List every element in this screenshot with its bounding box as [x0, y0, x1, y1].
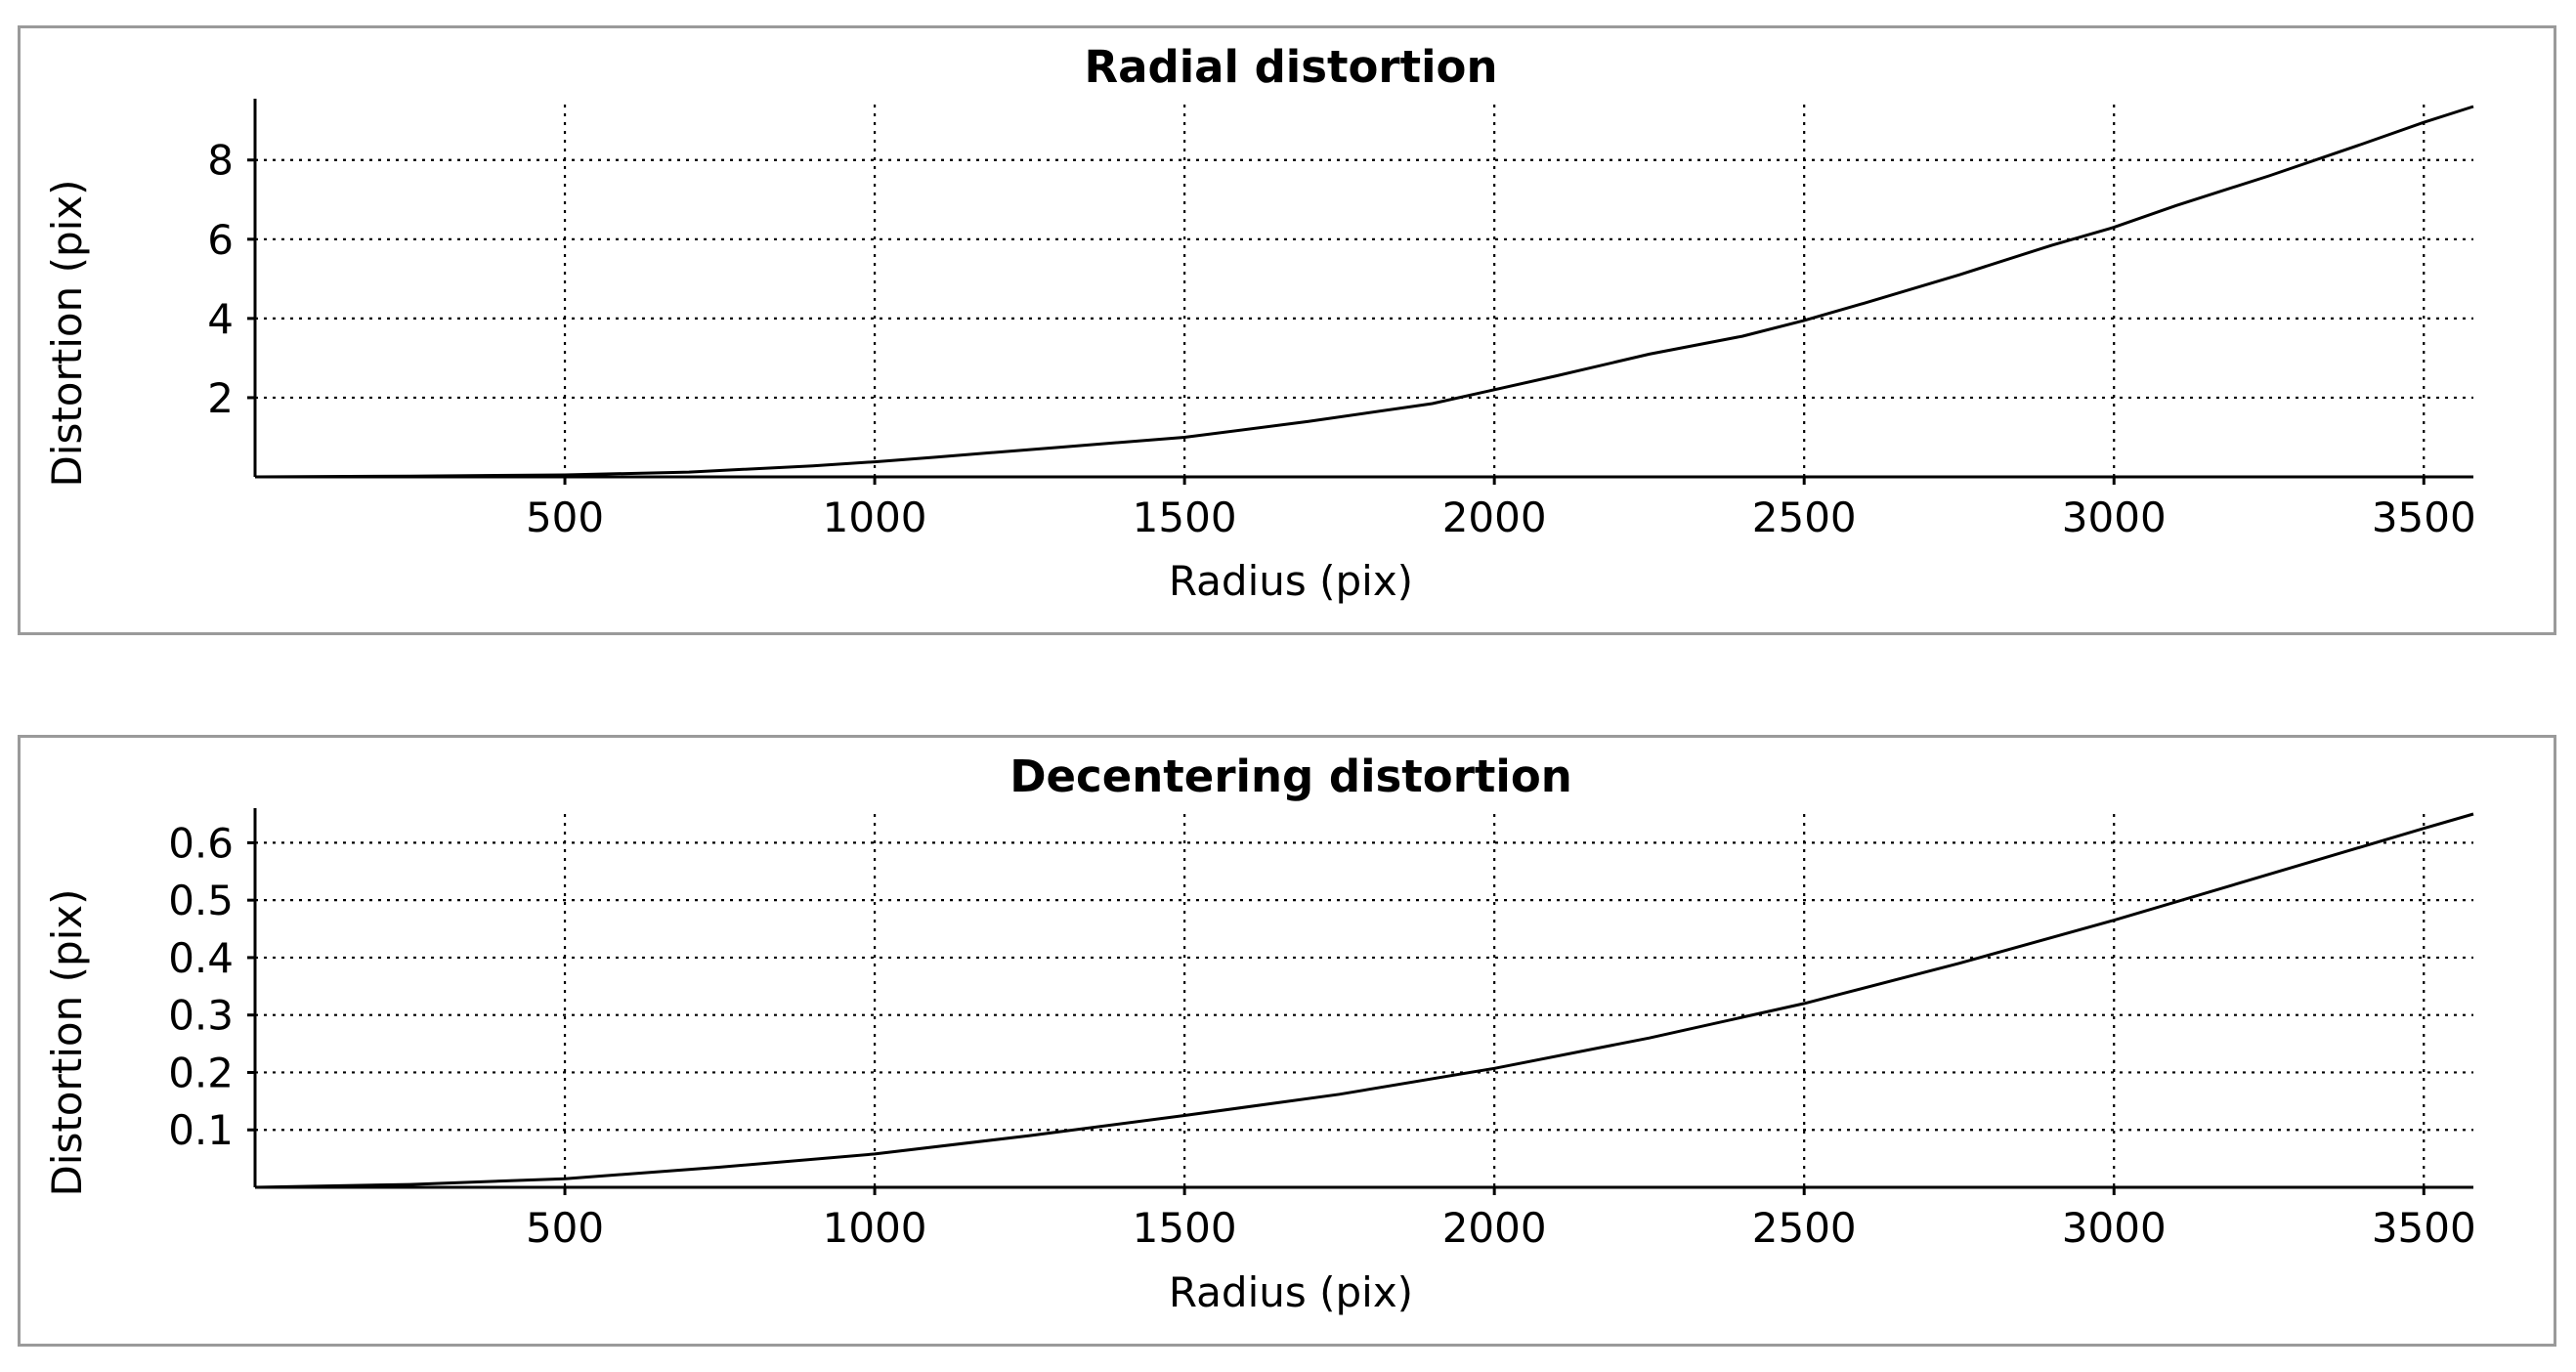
y-tick-label: 8: [207, 137, 234, 185]
distortion-curve: [254, 812, 2474, 1189]
x-tick-label: 2000: [1442, 1204, 1547, 1252]
x-tick-label: 2500: [1752, 493, 1857, 541]
chart-title: Decentering distortion: [1009, 750, 1572, 802]
x-tick-label: 1000: [823, 493, 927, 541]
x-tick-label: 1000: [823, 1204, 927, 1252]
x-tick-label: 1500: [1133, 1204, 1237, 1252]
x-tick-label: 500: [526, 1204, 604, 1252]
y-tick-label: 0.6: [168, 819, 234, 867]
y-tick-label: 0.2: [168, 1049, 234, 1096]
x-axis-label: Radius (pix): [1169, 1268, 1413, 1316]
decentering-distortion-panel: Decentering distortion 500 1000 1500 2000 25…: [18, 735, 2556, 1347]
radial-distortion-panel: Radial distortion 500 1000 1500 2000 2500 300…: [18, 25, 2556, 635]
y-tick-label: 4: [207, 295, 234, 343]
x-tick-label: 500: [526, 493, 604, 541]
x-tick-label: 3000: [2062, 493, 2167, 541]
decentering-distortion-chart: Decentering distortion 500 1000 1500 2000 25…: [43, 750, 2476, 1316]
chart-title: Radial distortion: [1084, 41, 1497, 93]
radial-distortion-chart: Radial distortion 500 1000 1500 2000 2500 300…: [43, 41, 2476, 605]
y-axis-label: Distortion (pix): [43, 888, 91, 1196]
y-tick-label: 0.3: [168, 992, 234, 1040]
x-tick-label: 3500: [2372, 1204, 2476, 1252]
y-tick-label: 2: [207, 374, 234, 422]
y-axis-label: Distortion (pix): [43, 179, 91, 487]
y-tick-label: 0.4: [168, 934, 234, 982]
y-tick-label: 0.5: [168, 877, 234, 924]
distortion-curve: [254, 105, 2474, 479]
x-tick-label: 2500: [1752, 1204, 1857, 1252]
x-tick-label: 3500: [2372, 493, 2476, 541]
x-tick-label: 2000: [1442, 493, 1547, 541]
y-tick-label: 0.1: [168, 1106, 234, 1154]
x-axis-label: Radius (pix): [1169, 557, 1413, 605]
y-tick-label: 6: [207, 216, 234, 264]
x-tick-label: 1500: [1133, 493, 1237, 541]
x-tick-label: 3000: [2062, 1204, 2167, 1252]
